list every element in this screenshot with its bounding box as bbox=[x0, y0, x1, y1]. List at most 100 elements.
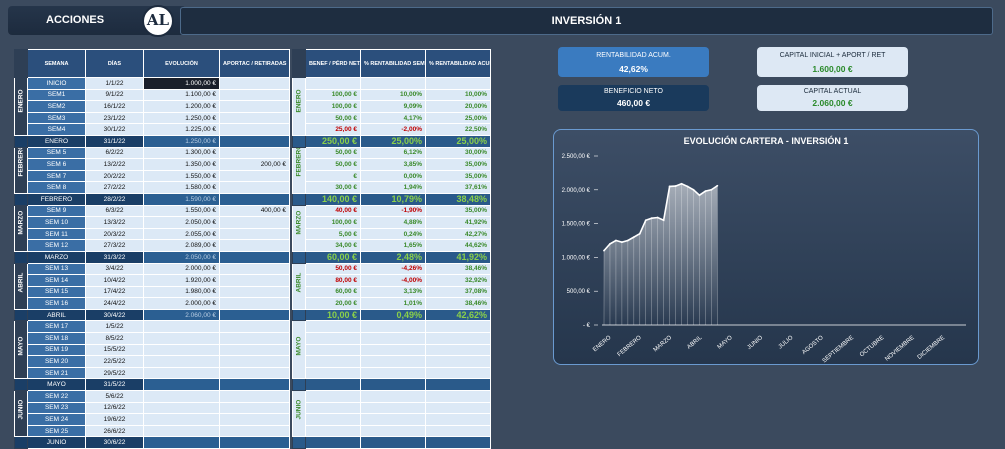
weekly-return-cell[interactable]: 0,00% bbox=[360, 169, 426, 183]
benefit-cell[interactable] bbox=[305, 436, 361, 449]
cumulative-return-cell[interactable]: 42,62% bbox=[425, 308, 491, 322]
benefit-cell[interactable]: 50,00 € bbox=[305, 158, 361, 171]
date-cell[interactable]: 16/1/22 bbox=[85, 100, 144, 113]
date-cell[interactable]: 24/4/22 bbox=[85, 297, 144, 310]
contribution-cell[interactable]: 200,00 € bbox=[219, 158, 290, 171]
date-cell[interactable]: 15/5/22 bbox=[85, 343, 144, 357]
contribution-cell[interactable] bbox=[219, 285, 290, 299]
weekly-return-cell[interactable]: -4,26% bbox=[360, 262, 426, 276]
benefit-cell[interactable]: 25,00 € bbox=[305, 123, 361, 136]
weekly-return-cell[interactable] bbox=[360, 390, 426, 403]
benefit-cell[interactable] bbox=[305, 424, 361, 438]
contribution-cell[interactable] bbox=[219, 216, 290, 229]
weekly-return-cell[interactable] bbox=[360, 401, 426, 415]
benefit-cell[interactable]: 100,00 € bbox=[305, 100, 361, 113]
contribution-cell[interactable] bbox=[219, 378, 290, 392]
contribution-cell[interactable] bbox=[219, 77, 290, 90]
contribution-cell[interactable] bbox=[219, 401, 290, 415]
date-cell[interactable]: 1/1/22 bbox=[85, 77, 144, 90]
date-cell[interactable]: 28/2/22 bbox=[85, 192, 144, 206]
date-cell[interactable]: 20/3/22 bbox=[85, 227, 144, 241]
evolution-cell[interactable]: 2.055,00 € bbox=[143, 227, 220, 241]
evolution-cell[interactable]: 1.920,00 € bbox=[143, 274, 220, 287]
cumulative-return-cell[interactable]: 41,92% bbox=[425, 216, 491, 229]
cumulative-return-cell[interactable]: 35,00% bbox=[425, 204, 491, 218]
date-cell[interactable]: 12/6/22 bbox=[85, 401, 144, 415]
benefit-cell[interactable]: 100,00 € bbox=[305, 88, 361, 102]
date-cell[interactable]: 6/3/22 bbox=[85, 204, 144, 218]
cumulative-return-cell[interactable] bbox=[425, 390, 491, 403]
evolution-cell[interactable]: 2.089,00 € bbox=[143, 239, 220, 252]
weekly-return-cell[interactable]: 2,48% bbox=[360, 250, 426, 264]
contribution-cell[interactable] bbox=[219, 320, 290, 334]
benefit-cell[interactable] bbox=[305, 366, 361, 380]
contribution-cell[interactable] bbox=[219, 146, 290, 160]
date-cell[interactable]: 27/2/22 bbox=[85, 181, 144, 194]
evolution-cell[interactable]: 1.550,00 € bbox=[143, 204, 220, 218]
evolution-cell[interactable] bbox=[143, 355, 220, 368]
contribution-cell[interactable] bbox=[219, 123, 290, 136]
evolution-cell[interactable] bbox=[143, 436, 220, 449]
date-cell[interactable]: 8/5/22 bbox=[85, 332, 144, 345]
cumulative-return-cell[interactable]: 38,46% bbox=[425, 297, 491, 310]
benefit-cell[interactable]: 20,00 € bbox=[305, 297, 361, 310]
evolution-cell[interactable]: 2.050,00 € bbox=[143, 250, 220, 264]
cumulative-return-cell[interactable] bbox=[425, 77, 491, 90]
weekly-return-cell[interactable] bbox=[360, 343, 426, 357]
date-cell[interactable]: 10/4/22 bbox=[85, 274, 144, 287]
contribution-cell[interactable] bbox=[219, 436, 290, 449]
cumulative-return-cell[interactable]: 37,61% bbox=[425, 181, 491, 194]
date-cell[interactable]: 31/3/22 bbox=[85, 250, 144, 264]
evolution-cell[interactable] bbox=[143, 343, 220, 357]
contribution-cell[interactable] bbox=[219, 274, 290, 287]
evolution-cell[interactable]: 1.580,00 € bbox=[143, 181, 220, 194]
cumulative-return-cell[interactable] bbox=[425, 366, 491, 380]
contribution-cell[interactable] bbox=[219, 390, 290, 403]
cumulative-return-cell[interactable]: 35,00% bbox=[425, 158, 491, 171]
contribution-cell[interactable] bbox=[219, 297, 290, 310]
weekly-return-cell[interactable]: 10,79% bbox=[360, 192, 426, 206]
date-cell[interactable]: 13/2/22 bbox=[85, 158, 144, 171]
contribution-cell[interactable] bbox=[219, 88, 290, 102]
cumulative-return-cell[interactable]: 42,27% bbox=[425, 227, 491, 241]
contribution-cell[interactable] bbox=[219, 332, 290, 345]
weekly-return-cell[interactable]: 3,85% bbox=[360, 158, 426, 171]
evolution-cell[interactable]: 1.980,00 € bbox=[143, 285, 220, 299]
weekly-return-cell[interactable]: 4,17% bbox=[360, 111, 426, 125]
contribution-cell[interactable] bbox=[219, 424, 290, 438]
date-cell[interactable]: 22/5/22 bbox=[85, 355, 144, 368]
portfolio-chart[interactable]: EVOLUCIÓN CARTERA - INVERSIÓN 1 2.500,00… bbox=[553, 129, 979, 365]
weekly-return-cell[interactable]: -4,00% bbox=[360, 274, 426, 287]
contribution-cell[interactable] bbox=[219, 100, 290, 113]
weekly-return-cell[interactable]: 10,00% bbox=[360, 88, 426, 102]
cumulative-return-cell[interactable]: 44,62% bbox=[425, 239, 491, 252]
cumulative-return-cell[interactable]: 38,48% bbox=[425, 192, 491, 206]
evolution-cell[interactable] bbox=[143, 320, 220, 334]
evolution-cell[interactable]: 2.000,00 € bbox=[143, 262, 220, 276]
weekly-return-cell[interactable]: 25,00% bbox=[360, 134, 426, 148]
evolution-cell[interactable]: 2.060,00 € bbox=[143, 308, 220, 322]
cumulative-return-cell[interactable]: 20,00% bbox=[425, 100, 491, 113]
cumulative-return-cell[interactable] bbox=[425, 332, 491, 345]
date-cell[interactable]: 6/2/22 bbox=[85, 146, 144, 160]
contribution-cell[interactable] bbox=[219, 111, 290, 125]
contribution-cell[interactable] bbox=[219, 192, 290, 206]
weekly-return-cell[interactable]: 6,12% bbox=[360, 146, 426, 160]
contribution-cell[interactable] bbox=[219, 262, 290, 276]
evolution-cell[interactable] bbox=[143, 366, 220, 380]
benefit-cell[interactable] bbox=[305, 343, 361, 357]
date-cell[interactable]: 30/6/22 bbox=[85, 436, 144, 449]
evolution-cell[interactable]: 2.050,00 € bbox=[143, 216, 220, 229]
date-cell[interactable]: 1/5/22 bbox=[85, 320, 144, 334]
cumulative-return-cell[interactable]: 25,00% bbox=[425, 111, 491, 125]
evolution-cell[interactable]: 1.000,00 € bbox=[143, 77, 220, 90]
evolution-cell[interactable]: 1.200,00 € bbox=[143, 100, 220, 113]
date-cell[interactable]: 30/4/22 bbox=[85, 308, 144, 322]
contribution-cell[interactable] bbox=[219, 250, 290, 264]
benefit-cell[interactable] bbox=[305, 77, 361, 90]
cumulative-return-cell[interactable]: 38,46% bbox=[425, 262, 491, 276]
benefit-cell[interactable]: 80,00 € bbox=[305, 274, 361, 287]
evolution-cell[interactable] bbox=[143, 332, 220, 345]
weekly-return-cell[interactable] bbox=[360, 436, 426, 449]
benefit-cell[interactable]: 5,00 € bbox=[305, 227, 361, 241]
